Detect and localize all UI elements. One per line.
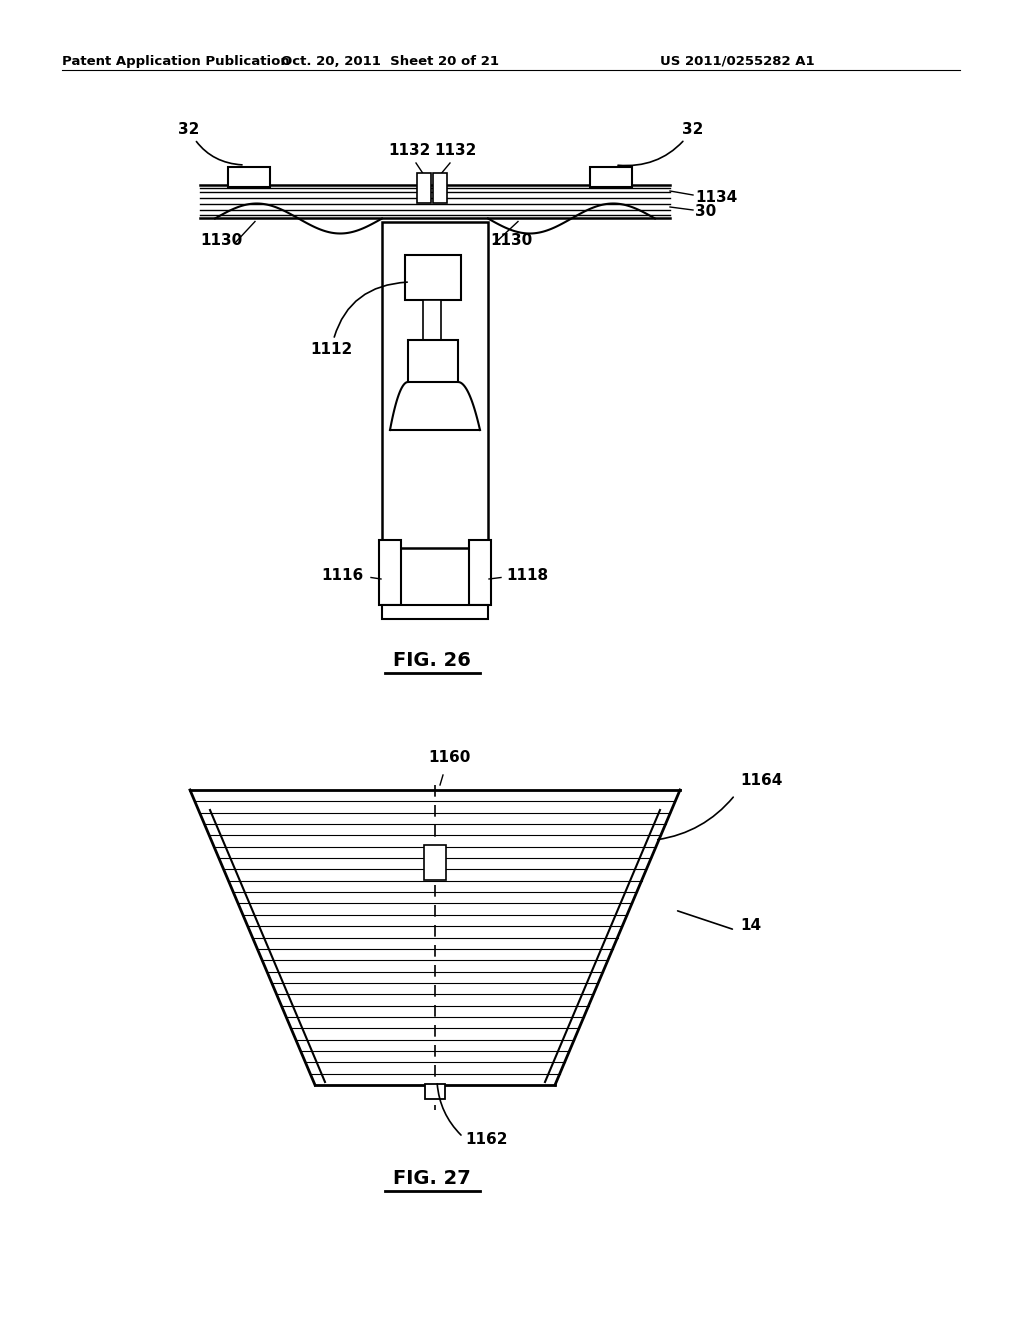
Bar [424, 845, 446, 880]
Text: 1134: 1134 [695, 190, 737, 205]
Bar [379, 540, 401, 605]
Bar [228, 168, 270, 187]
Text: 32: 32 [617, 121, 703, 165]
Text: 32: 32 [178, 121, 242, 165]
Text: 1132: 1132 [389, 143, 431, 158]
Bar [423, 300, 441, 341]
Text: 30: 30 [695, 205, 716, 219]
Text: 1118: 1118 [506, 569, 548, 583]
Bar [382, 222, 488, 548]
Bar [406, 255, 461, 300]
Text: Oct. 20, 2011  Sheet 20 of 21: Oct. 20, 2011 Sheet 20 of 21 [281, 55, 499, 69]
Text: 1164: 1164 [740, 774, 782, 788]
Text: 1130: 1130 [490, 234, 532, 248]
Text: FIG. 27: FIG. 27 [393, 1168, 471, 1188]
Text: US 2011/0255282 A1: US 2011/0255282 A1 [660, 55, 815, 69]
Text: 1162: 1162 [465, 1133, 508, 1147]
Bar [425, 1084, 445, 1100]
Text: 1130: 1130 [200, 234, 243, 248]
Text: 14: 14 [740, 917, 761, 933]
Bar [590, 168, 632, 187]
Text: FIG. 26: FIG. 26 [393, 651, 471, 669]
Bar [382, 605, 488, 619]
Text: 1160: 1160 [429, 750, 471, 766]
Text: 1112: 1112 [310, 282, 408, 358]
Text: Patent Application Publication: Patent Application Publication [62, 55, 290, 69]
Text: 1116: 1116 [322, 569, 364, 583]
Bar [408, 341, 458, 381]
Bar [469, 540, 490, 605]
Bar [433, 173, 447, 203]
Bar [417, 173, 431, 203]
Text: 1132: 1132 [435, 143, 477, 158]
